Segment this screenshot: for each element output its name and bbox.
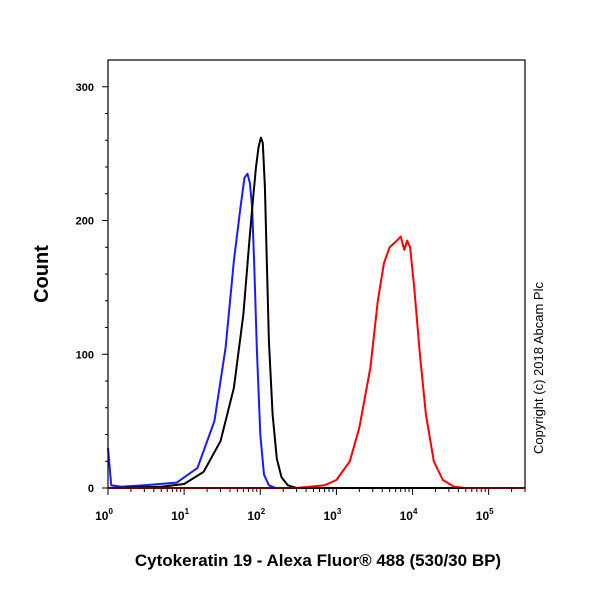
x-tick-base: 10 bbox=[323, 509, 337, 523]
x-tick-label: 100 bbox=[95, 507, 113, 523]
x-tick-base: 10 bbox=[400, 509, 414, 523]
x-tick-exponent: 4 bbox=[413, 507, 418, 516]
x-tick-exponent: 1 bbox=[185, 507, 190, 516]
y-tick-label: 200 bbox=[76, 216, 94, 228]
x-tick-label: 101 bbox=[171, 507, 189, 523]
x-tick-exponent: 2 bbox=[261, 507, 266, 516]
y-axis-ticks: 0 100 200 300 bbox=[76, 82, 108, 495]
x-tick-label: 103 bbox=[323, 507, 341, 523]
series-line-3 bbox=[108, 235, 525, 489]
y-tick-label: 0 bbox=[88, 483, 94, 495]
x-tick-label: 105 bbox=[476, 507, 494, 523]
x-axis-label: Cytokeratin 19 - Alexa Fluor® 488 (530/3… bbox=[135, 551, 501, 570]
series-layer bbox=[107, 136, 525, 489]
y-axis-label: Count bbox=[31, 245, 53, 303]
x-tick-exponent: 0 bbox=[108, 507, 113, 516]
x-axis-ticks: 100 101 102 103 104 105 bbox=[95, 488, 526, 523]
x-tick-exponent: 5 bbox=[489, 507, 494, 516]
copyright-note: Copyright (c) 2018 Abcam Plc bbox=[531, 282, 546, 454]
x-tick-base: 10 bbox=[171, 509, 185, 523]
x-tick-base: 10 bbox=[247, 509, 261, 523]
series-line-2 bbox=[107, 136, 525, 489]
x-tick-label: 102 bbox=[247, 507, 265, 523]
y-tick-label: 300 bbox=[76, 82, 94, 94]
plot-frame bbox=[107, 59, 526, 489]
series-line-1 bbox=[107, 172, 525, 489]
y-tick-label: 100 bbox=[76, 349, 94, 361]
x-tick-exponent: 3 bbox=[337, 507, 342, 516]
x-tick-base: 10 bbox=[95, 509, 109, 523]
x-tick-label: 104 bbox=[400, 507, 418, 523]
x-tick-base: 10 bbox=[476, 509, 490, 523]
